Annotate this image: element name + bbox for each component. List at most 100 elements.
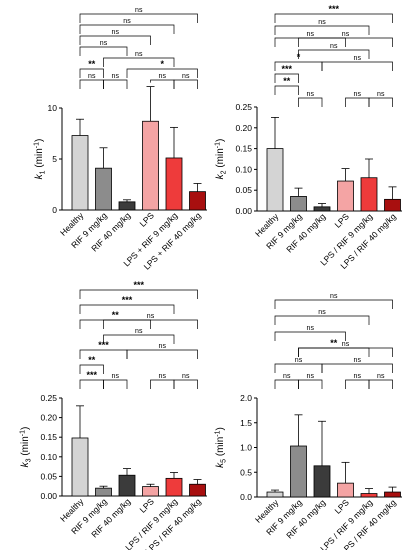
significance-label: ns <box>159 73 167 80</box>
significance-bracket <box>79 13 198 23</box>
significance-label: ns <box>354 91 362 98</box>
significance-bracket <box>126 349 198 359</box>
y-tick-label: 0.25 <box>40 393 57 403</box>
bar-6 <box>384 491 401 498</box>
significance-label: ns <box>295 357 303 364</box>
bar-3 <box>118 474 136 497</box>
significance-bracket <box>298 97 323 107</box>
significance-bracket <box>173 79 198 89</box>
bar-4 <box>337 180 354 212</box>
y-tick-label: 0.25 <box>235 102 252 112</box>
significance-label: ns <box>342 31 350 38</box>
significance-bracket <box>274 299 393 309</box>
significance-label: ns <box>330 43 338 50</box>
significance-label: ns <box>318 309 326 316</box>
significance-label: ns <box>307 373 315 380</box>
significance-bracket <box>368 97 393 107</box>
significance-label: ns <box>307 31 315 38</box>
significance-label: ns <box>377 91 385 98</box>
significance-bracket <box>79 349 128 359</box>
y-tick-label: 0.10 <box>40 452 57 462</box>
significance-label: *** <box>281 64 292 74</box>
y-tick-label: 0.20 <box>235 123 252 133</box>
significance-label: ns <box>354 357 362 364</box>
significance-label: ns <box>182 73 190 80</box>
bar-3 <box>313 206 331 212</box>
y-tick-label: 0.5 <box>240 467 252 477</box>
significance-label: ns <box>159 373 167 380</box>
significance-label: ns <box>342 341 350 348</box>
y-tick-label: 0.15 <box>40 432 57 442</box>
significance-label: ** <box>88 59 96 69</box>
significance-label: ns <box>377 373 385 380</box>
y-tick-label: 2.0 <box>240 393 252 403</box>
significance-label: ns <box>307 325 315 332</box>
significance-label: ns <box>112 29 120 36</box>
bar-5 <box>360 177 378 212</box>
significance-bracket <box>274 363 323 373</box>
y-tick-label: 5 <box>52 154 57 164</box>
significance-bracket <box>79 35 151 45</box>
y-tick-label: 1.0 <box>240 443 252 453</box>
y-tick-label: 0.20 <box>40 413 57 423</box>
y-tick-label: 0.05 <box>40 471 57 481</box>
significance-bracket <box>274 331 346 341</box>
significance-bracket <box>79 304 175 314</box>
significance-bracket <box>298 347 393 357</box>
bar-1 <box>266 148 284 212</box>
significance-bracket <box>103 334 175 344</box>
significance-bracket <box>368 379 393 389</box>
significance-bracket <box>79 68 104 78</box>
significance-label: ns <box>182 373 190 380</box>
significance-label: ns <box>354 373 362 380</box>
y-tick-label: 0.00 <box>235 206 252 216</box>
significance-label: *** <box>98 340 109 350</box>
x-tick-label-4: LPS <box>137 496 156 515</box>
bar-5 <box>360 493 378 498</box>
significance-bracket <box>79 364 104 374</box>
significance-bracket <box>274 73 299 83</box>
y-tick-label: 0.05 <box>235 185 252 195</box>
bar-4 <box>337 482 354 498</box>
significance-bracket <box>126 68 198 78</box>
significance-label: ns <box>135 328 143 335</box>
significance-bracket <box>150 79 175 89</box>
significance-bracket <box>79 46 128 56</box>
bar-2 <box>95 487 112 497</box>
y-tick-label: 1.5 <box>240 418 252 428</box>
significance-bracket <box>274 13 393 23</box>
bar-1 <box>71 437 89 497</box>
bar-3 <box>118 201 136 211</box>
significance-bracket <box>274 379 299 389</box>
significance-bracket <box>79 289 198 299</box>
significance-bracket <box>345 97 370 107</box>
y-axis-label: k3 (min-1) <box>20 427 33 468</box>
significance-bracket <box>298 49 370 59</box>
significance-label: *** <box>133 280 144 290</box>
significance-label: ns <box>283 373 291 380</box>
y-axis-label: k1 (min-1) <box>34 139 47 180</box>
significance-bracket <box>103 319 198 329</box>
significance-label: *** <box>122 295 133 305</box>
bar-1 <box>266 491 284 498</box>
bar-5 <box>165 157 183 211</box>
significance-bracket <box>345 379 370 389</box>
significance-bracket <box>321 61 393 71</box>
y-axis-label: k5 (min-1) <box>215 427 228 468</box>
x-tick-label-4: LPS <box>332 211 351 230</box>
significance-bracket <box>79 79 104 89</box>
y-tick-label: 0.10 <box>235 164 252 174</box>
x-tick-label-4: LPS <box>332 497 351 516</box>
significance-bracket <box>321 363 393 373</box>
significance-label: ns <box>100 40 108 47</box>
significance-bracket <box>298 347 370 357</box>
significance-bracket <box>150 379 175 389</box>
bar-4 <box>142 486 159 497</box>
significance-label: ** <box>112 310 120 320</box>
bar-6 <box>189 191 206 211</box>
significance-label: ** <box>330 338 338 348</box>
significance-label: ns <box>135 51 143 58</box>
bar-4 <box>142 120 159 211</box>
significance-label: *** <box>328 4 339 14</box>
